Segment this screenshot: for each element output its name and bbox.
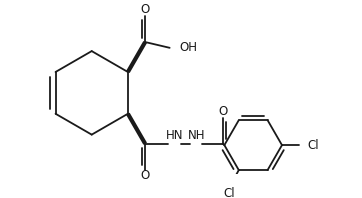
- Text: NH: NH: [188, 129, 205, 142]
- Text: Cl: Cl: [307, 139, 319, 152]
- Text: O: O: [218, 105, 228, 118]
- Text: HN: HN: [166, 129, 183, 142]
- Text: O: O: [140, 3, 150, 16]
- Text: O: O: [140, 169, 150, 182]
- Text: OH: OH: [180, 41, 198, 54]
- Text: Cl: Cl: [223, 187, 235, 198]
